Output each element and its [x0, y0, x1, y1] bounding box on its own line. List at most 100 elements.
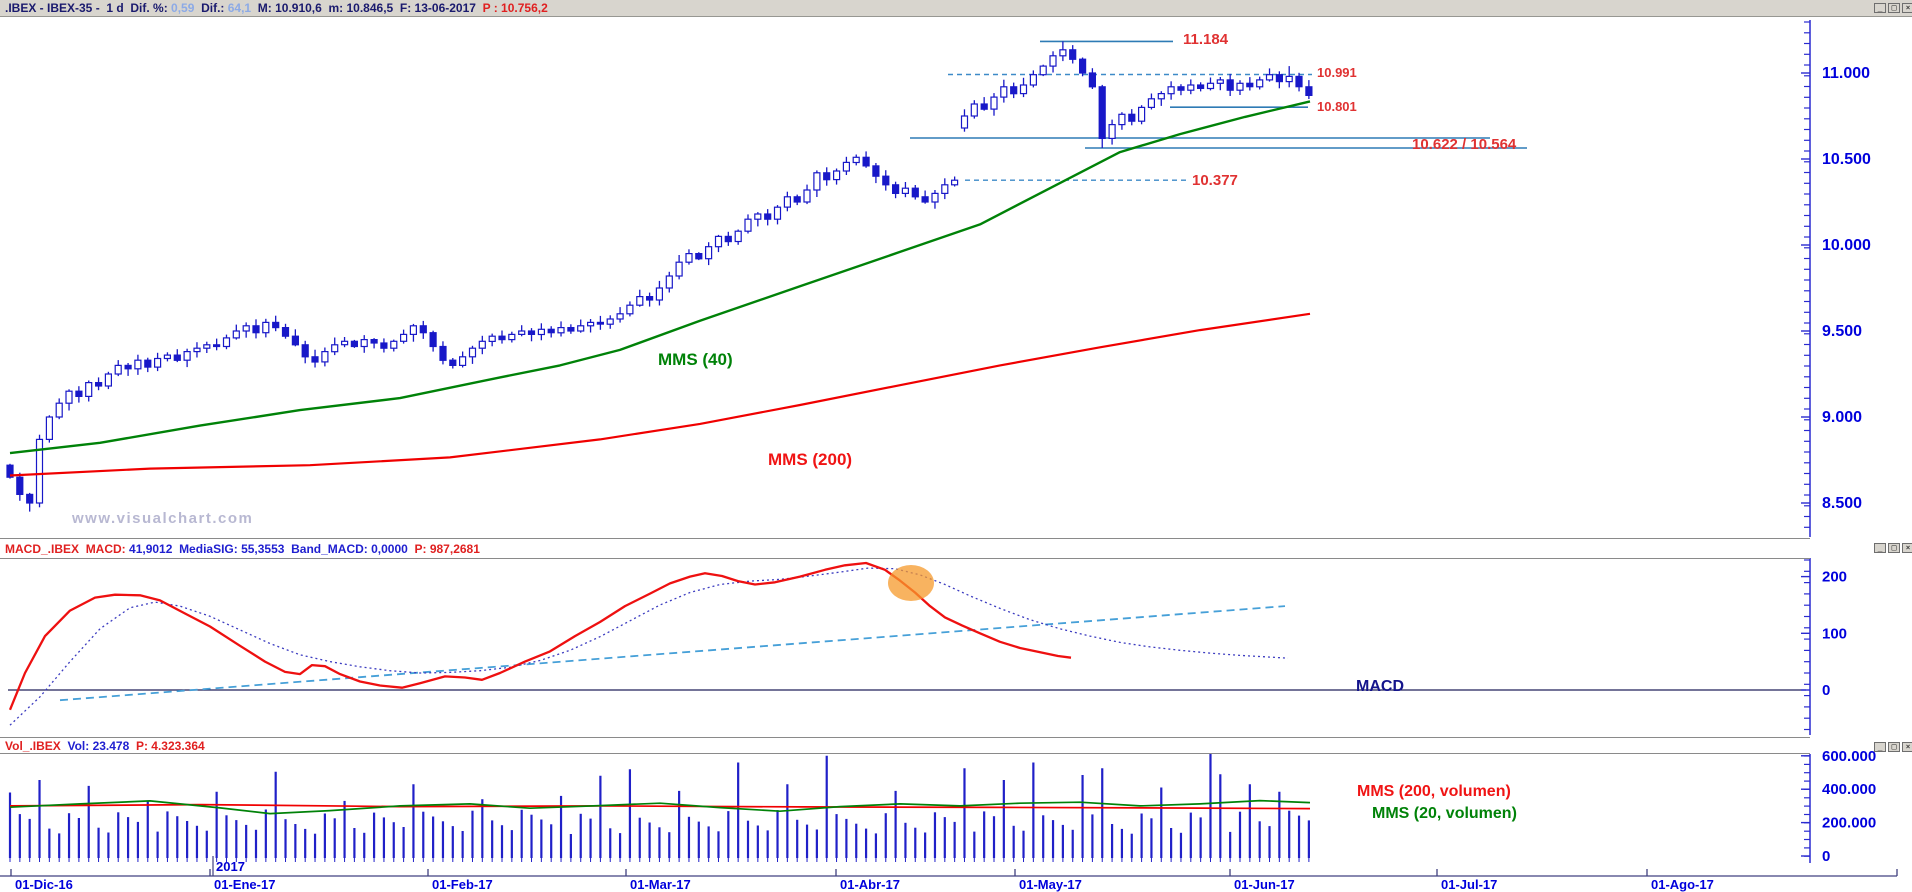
resistance-label-10991[interactable]: 10.991	[1317, 65, 1357, 80]
candle-body	[793, 196, 801, 203]
month-label: 01-Ene-17	[214, 877, 275, 892]
title-segment: F: 13-06-2017	[399, 1, 483, 15]
candle-body	[341, 340, 349, 346]
support-label-10622-10564[interactable]: 10.622 / 10.564	[1412, 136, 1517, 153]
date-axis: 01-Dic-16 01-Ene-17 01-Feb-17 01-Mar-17 01-A…	[0, 856, 1898, 892]
candle-body	[931, 192, 939, 203]
candle-body	[291, 335, 299, 346]
axis-tick-label: 9.000	[1822, 409, 1862, 426]
candle-body	[577, 325, 585, 332]
minimize-button[interactable]: _	[1874, 543, 1886, 553]
support-label-10801[interactable]: 10.801	[1317, 99, 1357, 114]
close-button[interactable]: ×	[1902, 742, 1912, 752]
close-button[interactable]: ×	[1902, 543, 1912, 553]
axis-tick-label: 0	[1822, 848, 1830, 865]
candle-body	[537, 328, 546, 336]
minimize-button[interactable]: _	[1874, 3, 1886, 13]
candle-body	[1049, 55, 1057, 67]
candle-body	[852, 156, 860, 164]
vol-header-segment: Vol: 23.478	[67, 739, 136, 753]
candle-body	[134, 359, 142, 370]
candle-body	[6, 464, 14, 478]
maximize-button[interactable]: □	[1888, 742, 1900, 752]
minimize-button[interactable]: _	[1874, 742, 1886, 752]
close-button[interactable]: ×	[1902, 3, 1912, 13]
candle-body	[1108, 123, 1116, 139]
candle-body	[163, 354, 171, 360]
mms200-line	[9, 312, 1311, 477]
maximize-button[interactable]: □	[1888, 543, 1900, 553]
price-axis: 11.000 10.500 10.000 9.500 9.000 8.500	[1801, 20, 1871, 537]
vol-header-segment: Vol_.IBEX	[5, 739, 68, 753]
mms20-volume-label: MMS (20, volumen)	[1372, 805, 1517, 822]
candle-body	[1039, 65, 1047, 76]
candle-body	[232, 330, 240, 339]
candle-body	[114, 364, 122, 375]
candle-body	[990, 96, 998, 110]
candle-body	[655, 287, 664, 301]
candle-body	[124, 364, 132, 370]
candle-body	[1157, 92, 1165, 100]
candle-body	[832, 170, 841, 181]
macd-panel-header: MACD_.IBEX MACD: 41,9012 MediaSIG: 55,35…	[0, 538, 1810, 559]
macd-axis: 200 100 0	[1801, 558, 1847, 735]
candle-body	[606, 318, 614, 325]
candle-body	[901, 187, 910, 194]
macd-label: MACD	[1356, 678, 1404, 695]
candle-body	[557, 327, 565, 334]
candle-body	[1187, 84, 1195, 91]
month-label: 01-Jun-17	[1234, 877, 1295, 892]
macd-header-segment: 41,9012	[129, 542, 180, 556]
title-segment: 64,1	[227, 1, 258, 15]
candle-body	[1069, 49, 1077, 60]
candle-body	[1295, 75, 1303, 88]
candle-body	[1167, 86, 1175, 95]
candle-body	[1216, 79, 1224, 84]
candle-body	[1275, 74, 1284, 83]
candle-body	[1305, 86, 1313, 97]
resistance-label-11184[interactable]: 11.184	[1183, 31, 1229, 48]
visualchart-watermark: www.visualchart.com	[72, 510, 254, 527]
axis-tick-label: 9.500	[1822, 323, 1862, 340]
axis-tick-label: 100	[1822, 625, 1847, 642]
volume-axis: 600.000 400.000 200.000 0	[1801, 748, 1876, 865]
candle-body	[645, 296, 654, 301]
candle-body	[773, 206, 782, 220]
candle-body	[468, 347, 477, 358]
candle-body	[301, 344, 309, 358]
candle-body	[1059, 49, 1067, 57]
candle-body	[242, 325, 250, 332]
volume-panel-window-controls: _ □ ×	[1874, 742, 1912, 752]
candle-body	[626, 304, 634, 315]
candle-body	[380, 342, 388, 349]
title-segment: Dif.:	[201, 1, 228, 15]
axis-tick-label: 600.000	[1822, 748, 1876, 765]
mms40-label: MMS (40)	[658, 350, 733, 369]
candle-body	[193, 347, 201, 353]
candle-body	[891, 184, 900, 195]
candle-body	[144, 359, 152, 368]
candle-body	[488, 335, 496, 343]
candle-body	[714, 235, 723, 248]
support-label-10377[interactable]: 10.377	[1192, 172, 1238, 189]
mms20-volume-line	[9, 799, 1311, 815]
macd-crossover-highlight[interactable]	[888, 565, 934, 601]
candle-body	[281, 327, 290, 337]
candle-body	[754, 213, 762, 220]
candle-body	[1098, 86, 1106, 140]
axis-tick-label: 10.000	[1822, 237, 1871, 254]
candle-body	[1177, 86, 1185, 91]
axis-tick-label: 8.500	[1822, 495, 1862, 512]
candle-body	[596, 321, 605, 325]
candle-body	[960, 115, 969, 129]
candle-body	[950, 179, 959, 186]
candle-body	[685, 253, 693, 263]
volume-panel	[8, 752, 1311, 862]
candle-body	[419, 325, 427, 334]
candle-body	[744, 218, 752, 232]
candle-body	[675, 261, 683, 277]
macd-header-segment: Band_MACD: 0,0000	[291, 542, 415, 556]
candle-body	[65, 390, 73, 404]
maximize-button[interactable]: □	[1888, 3, 1900, 13]
